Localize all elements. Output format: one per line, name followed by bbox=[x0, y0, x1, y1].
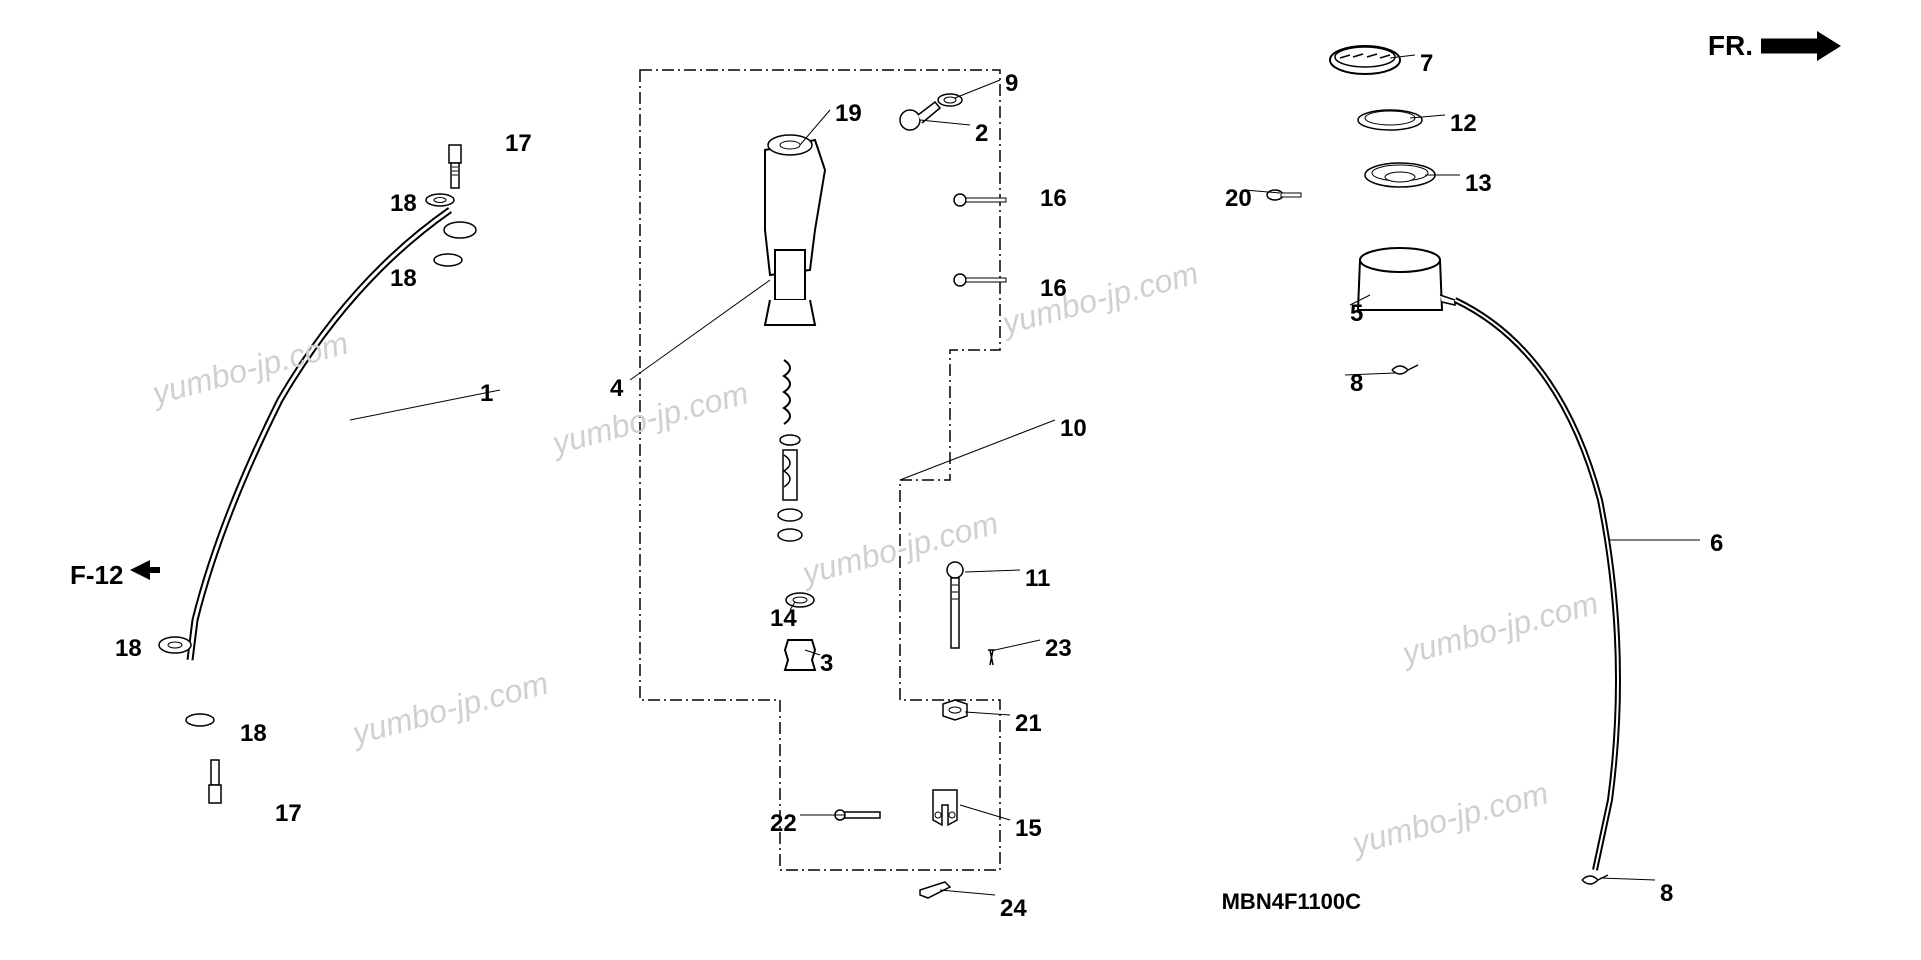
parts-diagram-container: FR. F-12 MBN4F1100C bbox=[0, 0, 1921, 960]
part-label-19: 19 bbox=[835, 100, 862, 128]
part-label-9: 9 bbox=[1005, 70, 1018, 98]
part-label-8: 8 bbox=[1350, 370, 1363, 398]
part-label-12: 12 bbox=[1450, 110, 1477, 138]
part-label-1: 1 bbox=[480, 380, 493, 408]
part-label-13: 13 bbox=[1465, 170, 1492, 198]
part-label-18: 18 bbox=[390, 190, 417, 218]
part-label-4: 4 bbox=[610, 375, 623, 403]
part-label-8: 8 bbox=[1660, 880, 1673, 908]
part-label-21: 21 bbox=[1015, 710, 1042, 738]
part-label-23: 23 bbox=[1045, 635, 1072, 663]
part-label-17: 17 bbox=[505, 130, 532, 158]
part-label-18: 18 bbox=[390, 265, 417, 293]
part-label-14: 14 bbox=[770, 605, 797, 633]
part-label-16: 16 bbox=[1040, 275, 1067, 303]
part-label-18: 18 bbox=[240, 720, 267, 748]
part-label-3: 3 bbox=[820, 650, 833, 678]
part-label-18: 18 bbox=[115, 635, 142, 663]
part-label-15: 15 bbox=[1015, 815, 1042, 843]
part-label-2: 2 bbox=[975, 120, 988, 148]
part-label-5: 5 bbox=[1350, 300, 1363, 328]
part-label-20: 20 bbox=[1225, 185, 1252, 213]
part-label-11: 11 bbox=[1025, 565, 1050, 593]
part-label-24: 24 bbox=[1000, 895, 1027, 923]
part-label-16: 16 bbox=[1040, 185, 1067, 213]
part-label-7: 7 bbox=[1420, 50, 1433, 78]
part-label-17: 17 bbox=[275, 800, 302, 828]
diagram-image: FR. F-12 MBN4F1100C bbox=[0, 0, 1921, 960]
part-label-10: 10 bbox=[1060, 415, 1087, 443]
part-label-6: 6 bbox=[1710, 530, 1723, 558]
part-label-22: 22 bbox=[770, 810, 797, 838]
